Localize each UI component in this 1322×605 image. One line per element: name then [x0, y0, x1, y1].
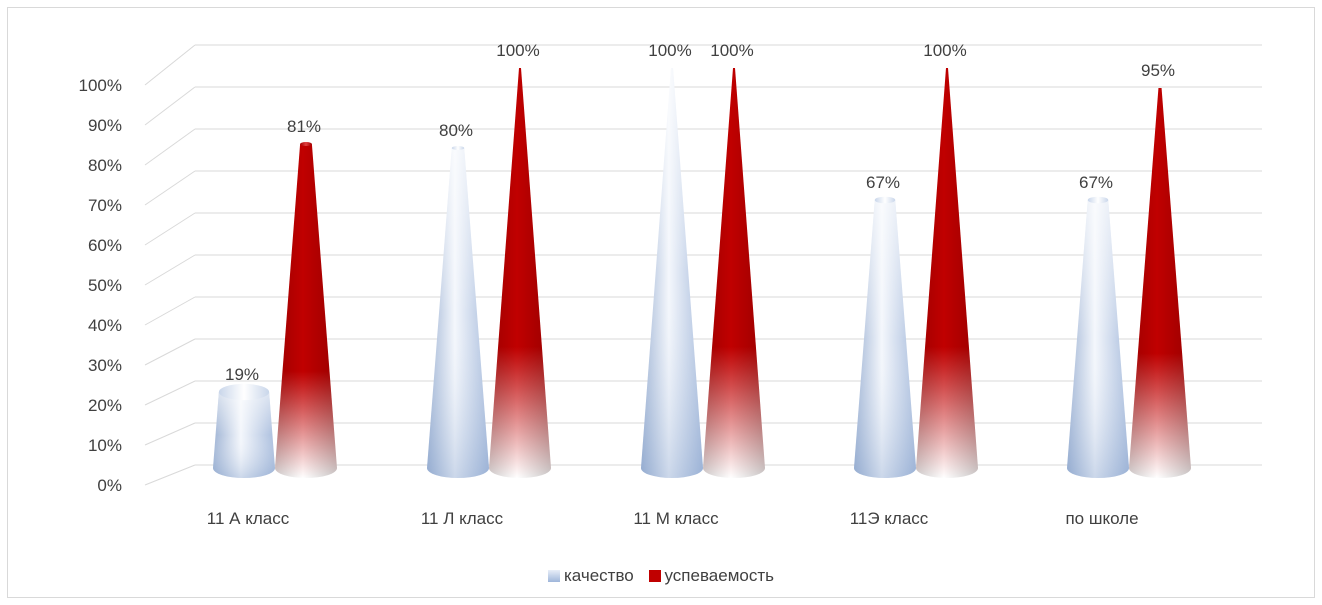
- performance-data-label: 100%: [923, 41, 966, 60]
- x-category-label: 11Э класс: [850, 509, 929, 528]
- quality-data-label: 80%: [439, 121, 473, 140]
- cones: [213, 68, 1191, 478]
- x-category-label: 11 А класс: [207, 509, 290, 528]
- cone-shade: [489, 68, 551, 478]
- performance-cone: [489, 68, 551, 478]
- cone-cap: [451, 146, 465, 150]
- performance-cone: [703, 68, 765, 478]
- cone-shade: [1129, 88, 1191, 478]
- cone-cap: [300, 142, 312, 146]
- quality-cone: [213, 383, 275, 478]
- legend-item-performance: успеваемость: [648, 566, 775, 586]
- y-tick-label: 30%: [88, 356, 122, 375]
- cone-cap: [218, 383, 270, 401]
- cone-shade: [641, 68, 703, 478]
- cone-shade: [854, 200, 916, 478]
- quality-data-label: 67%: [1079, 173, 1113, 192]
- cone-shade: [1067, 200, 1129, 478]
- quality-cone: [1067, 196, 1129, 478]
- cone-shade: [275, 144, 337, 478]
- performance-data-label: 95%: [1141, 61, 1175, 80]
- y-tick-label: 40%: [88, 316, 122, 335]
- y-tick-label: 90%: [88, 116, 122, 135]
- legend: качество успеваемость: [0, 566, 1322, 587]
- gridline-side: [144, 422, 196, 446]
- cone-shade: [703, 68, 765, 478]
- y-tick-label: 20%: [88, 396, 122, 415]
- y-tick-label: 70%: [88, 196, 122, 215]
- gridline-side: [144, 338, 196, 366]
- legend-swatch-quality: [547, 570, 560, 582]
- data-labels: 19% 81% 80% 100% 100% 100% 67% 100% 67% 95%: [225, 41, 1175, 384]
- legend-label-performance: успеваемость: [664, 566, 775, 585]
- quality-cone: [427, 146, 489, 478]
- gridline-side: [144, 464, 196, 486]
- performance-cone: [1129, 88, 1191, 478]
- cone-cap: [874, 196, 896, 204]
- performance-cone: [275, 142, 337, 478]
- y-tick-label: 50%: [88, 276, 122, 295]
- quality-data-label: 100%: [648, 41, 691, 60]
- gridline-side: [144, 44, 196, 86]
- legend-item-quality: качество: [547, 566, 634, 586]
- y-tick-label: 60%: [88, 236, 122, 255]
- y-axis: 0% 10% 20% 30% 40% 50% 60% 70% 80% 90% 100%: [79, 76, 122, 495]
- performance-data-label: 100%: [710, 41, 753, 60]
- quality-data-label: 19%: [225, 365, 259, 384]
- gridline-side: [144, 86, 196, 126]
- legend-label-quality: качество: [563, 566, 634, 585]
- x-category-label: по школе: [1065, 509, 1138, 528]
- quality-cone: [641, 68, 703, 478]
- x-category-label: 11 М класс: [633, 509, 719, 528]
- cone-shade: [213, 392, 275, 478]
- gridline-side: [144, 254, 196, 286]
- performance-data-label: 100%: [496, 41, 539, 60]
- quality-data-label: 67%: [866, 173, 900, 192]
- y-tick-label: 80%: [88, 156, 122, 175]
- cone-cap: [1087, 196, 1109, 204]
- cone-shade: [916, 68, 978, 478]
- quality-cone: [854, 196, 916, 478]
- gridline-side: [144, 212, 196, 246]
- gridline-side: [144, 296, 196, 326]
- y-tick-label: 0%: [97, 476, 122, 495]
- performance-cone: [916, 68, 978, 478]
- gridline-side: [144, 128, 196, 166]
- legend-swatch-performance: [648, 570, 661, 582]
- gridline-side: [144, 170, 196, 206]
- gridline-side: [144, 380, 196, 406]
- y-tick-label: 10%: [88, 436, 122, 455]
- x-axis: 11 А класс 11 Л класс 11 М класс 11Э класс п…: [207, 509, 1139, 528]
- y-tick-label: 100%: [79, 76, 122, 95]
- cone-shade: [427, 148, 489, 478]
- x-category-label: 11 Л класс: [421, 509, 504, 528]
- performance-data-label: 81%: [287, 117, 321, 136]
